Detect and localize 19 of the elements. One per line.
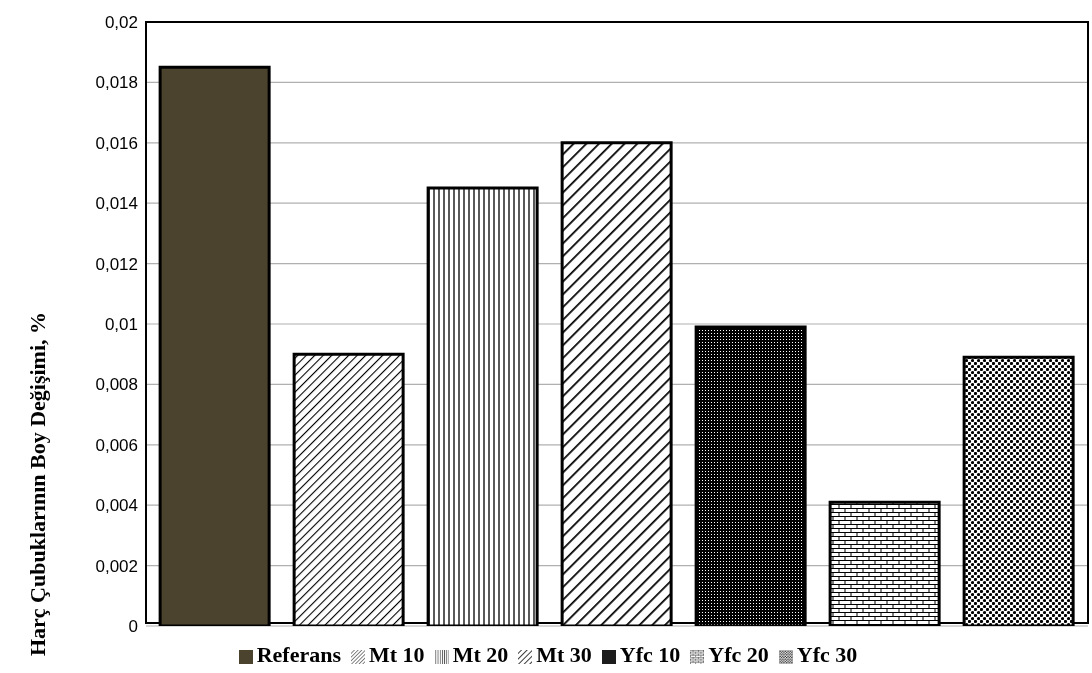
y-tick-label: 0,012 (95, 254, 138, 274)
y-tick-label: 0,02 (104, 13, 138, 33)
legend-label: Mt 10 (369, 642, 425, 667)
legend-label: Yfc 30 (796, 642, 858, 667)
legend-label: Referans (256, 642, 342, 667)
y-tick-label: 0,014 (95, 194, 138, 214)
legend-label: Yfc 10 (619, 642, 681, 667)
y-tick-label: 0,01 (104, 315, 138, 335)
y-tick-label: 0,002 (95, 556, 138, 576)
y-tick-label: 0,008 (95, 375, 138, 395)
y-axis-title: Harç Çubuklarının Boy Değişimi, % (24, 311, 50, 657)
y-tick-label: 0,016 (95, 133, 138, 153)
legend-label: Yfc 20 (708, 642, 769, 667)
y-tick-label: 0 (128, 617, 138, 637)
y-tick-label: 0,004 (95, 496, 138, 516)
legend-label: Mt 30 (536, 642, 592, 667)
y-tick-label: 0,018 (95, 73, 138, 93)
legend-label: Mt 20 (452, 642, 509, 667)
y-tick-label: 0,006 (95, 435, 138, 455)
